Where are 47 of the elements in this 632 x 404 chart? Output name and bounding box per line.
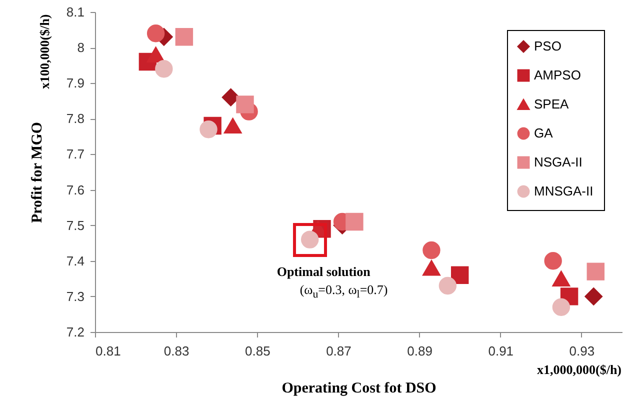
point [422,241,440,260]
legend-label: SPEA [534,96,570,112]
y-tick-label: 7.7 [66,146,84,162]
x-tick-label: 0.81 [96,344,121,358]
point [584,288,602,306]
point [450,266,469,284]
annotation: (ω$_{u}$=0.3, ω$_{l}$=0.7) [300,282,388,300]
point [586,262,605,280]
text: x1,000,000($/h) [537,362,622,378]
x-axis-title: Operating Cost fot DSO [282,380,436,396]
y-tick-label: 7.6 [66,182,84,198]
x-tick-label: 0.89 [407,344,432,358]
y-tick-label: 7.3 [66,288,84,304]
y-tick-label: 7.2 [66,324,84,340]
point [552,270,570,286]
x-tick-label: 0.91 [488,344,514,358]
point [146,46,165,62]
point [346,212,364,231]
point [544,252,562,270]
y-tick-label: 7.9 [66,76,84,91]
point [222,88,240,106]
point [422,260,440,276]
legend-label: NSGA-II [534,154,582,170]
legend-label: PSO [534,38,562,54]
y-tick-label: 7.8 [66,111,84,126]
legend-label: AMPSO [534,68,581,82]
x-tick-label: 0.85 [245,344,270,358]
point [200,120,218,138]
x-tick-label: 0.83 [164,344,190,358]
point [438,276,457,295]
point [224,118,242,134]
point [175,28,194,46]
legend-label: MNSGA-II [534,184,594,198]
x-tick-label: 0.87 [326,344,352,358]
y-axis-title: Profit for MGO [29,122,46,224]
y-tick-label: 7.4 [66,253,84,268]
y-tick-label: 8 [77,40,84,56]
point [155,60,173,78]
y-tick-label: 7.5 [66,218,84,233]
annotation: Optimal solution [276,264,370,280]
point [552,298,570,316]
y-tick-label: 8.1 [66,4,84,20]
x-tick-label: 0.93 [569,344,595,358]
text: x100,000($/h) [37,14,53,89]
legend-label: GA [534,126,554,140]
point [146,24,165,42]
point [236,96,254,114]
